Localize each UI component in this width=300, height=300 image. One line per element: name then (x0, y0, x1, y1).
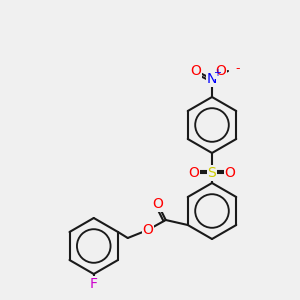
Text: O: O (142, 223, 153, 237)
Text: O: O (189, 166, 200, 180)
Text: N: N (207, 72, 217, 86)
Text: S: S (208, 166, 216, 180)
Text: +: + (213, 68, 221, 78)
Text: O: O (190, 64, 201, 78)
Text: O: O (152, 197, 163, 211)
Text: O: O (215, 64, 226, 78)
Text: F: F (90, 277, 98, 291)
Text: -: - (236, 62, 240, 76)
Text: O: O (225, 166, 236, 180)
